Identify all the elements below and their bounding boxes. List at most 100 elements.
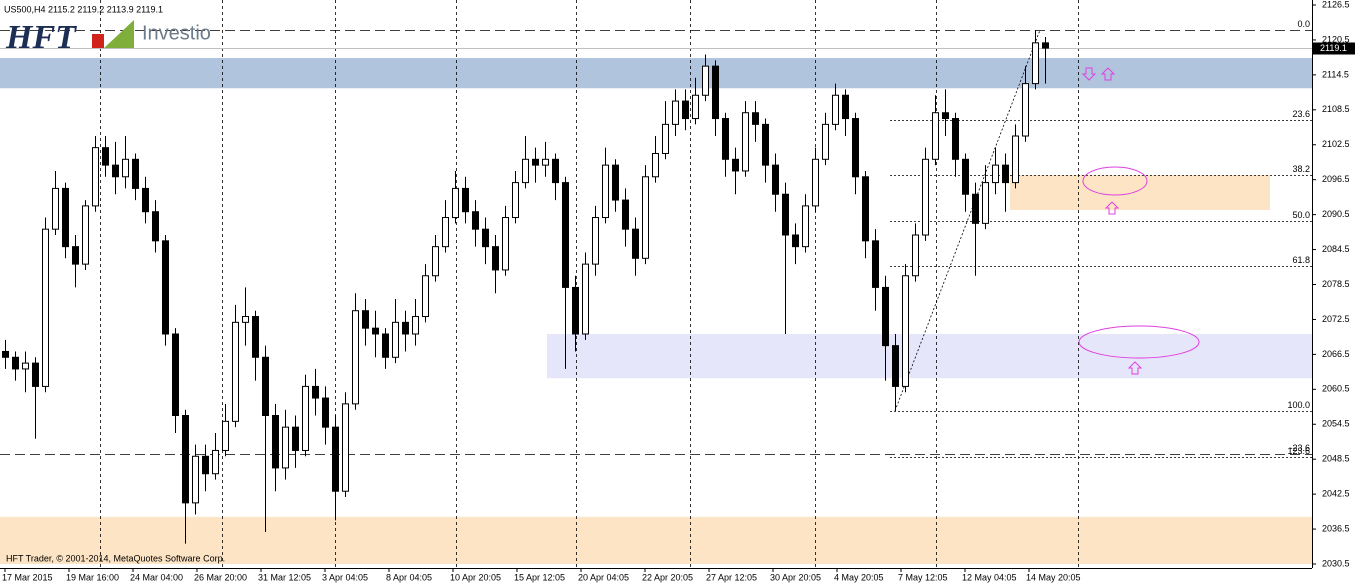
candle-body bbox=[782, 193, 789, 236]
candle-body bbox=[162, 240, 169, 335]
candle-body bbox=[602, 164, 609, 219]
candle-body bbox=[372, 327, 379, 335]
candle-body bbox=[762, 123, 769, 166]
candle-body bbox=[452, 187, 459, 219]
x-tick-label: 10 Apr 20:05 bbox=[450, 572, 501, 582]
candle-body bbox=[662, 123, 669, 154]
candle-body bbox=[512, 182, 519, 219]
y-tick-label: 2102.5 bbox=[1322, 139, 1350, 149]
y-tick-label: 2036.5 bbox=[1322, 523, 1350, 533]
candle-body bbox=[132, 158, 139, 189]
candle-body bbox=[352, 310, 359, 405]
annotations bbox=[1078, 67, 1200, 375]
candle-body bbox=[802, 205, 809, 248]
candle-body bbox=[412, 316, 419, 335]
candle-body bbox=[532, 158, 539, 166]
candle-body bbox=[592, 217, 599, 265]
candle-body bbox=[432, 246, 439, 277]
candle-body bbox=[972, 193, 979, 224]
y-tick-label: 2126.5 bbox=[1322, 0, 1350, 9]
candle-body bbox=[852, 118, 859, 178]
candle-body bbox=[812, 158, 819, 207]
candle-body bbox=[562, 182, 569, 288]
y-tick-label: 2042.5 bbox=[1322, 489, 1350, 499]
candle-body bbox=[332, 426, 339, 492]
candle-body bbox=[12, 356, 19, 370]
x-tick-label: 30 Apr 20:05 bbox=[770, 572, 821, 582]
candle-body bbox=[822, 123, 829, 160]
x-tick-label: 20 Apr 04:05 bbox=[578, 572, 629, 582]
candle-body bbox=[992, 164, 999, 184]
x-tick-label: 26 Mar 20:00 bbox=[194, 572, 247, 582]
y-tick-label: 2054.5 bbox=[1322, 419, 1350, 429]
logo-brand: HFT bbox=[5, 19, 77, 56]
zone bbox=[1010, 175, 1270, 210]
level-label: 38.2 bbox=[1292, 164, 1310, 174]
candle-body bbox=[582, 263, 589, 335]
arrow-up bbox=[1127, 361, 1143, 375]
candle-body bbox=[22, 362, 29, 370]
candle-body bbox=[72, 246, 79, 265]
candle-body bbox=[282, 426, 289, 469]
candle-body bbox=[182, 415, 189, 504]
candle-body bbox=[62, 187, 69, 248]
candle-body bbox=[402, 321, 409, 335]
chart-title: US500,H4 2115.2 2119.2 2113.9 2119.1 bbox=[4, 4, 163, 14]
candle-body bbox=[1042, 42, 1049, 49]
candle-body bbox=[222, 420, 229, 451]
candle-body bbox=[732, 158, 739, 172]
candle-body bbox=[252, 316, 259, 358]
arrow-up bbox=[1104, 201, 1120, 215]
y-tick-label: 2108.5 bbox=[1322, 104, 1350, 114]
level-label: -23.6 bbox=[1289, 443, 1310, 453]
x-tick-label: 4 May 20:05 bbox=[834, 572, 884, 582]
x-tick-label: 7 May 12:05 bbox=[898, 572, 948, 582]
candle-body bbox=[392, 321, 399, 358]
candle-body bbox=[1012, 135, 1019, 184]
candle-body bbox=[912, 234, 919, 277]
candle-body bbox=[292, 426, 299, 451]
candle-body bbox=[462, 187, 469, 213]
candle-body bbox=[932, 112, 939, 160]
zone bbox=[0, 516, 1312, 564]
y-tick-label: 2072.5 bbox=[1322, 314, 1350, 324]
candle-body bbox=[202, 455, 209, 475]
y-tick-label: 2078.5 bbox=[1322, 279, 1350, 289]
candle-body bbox=[572, 286, 579, 335]
candle-body bbox=[192, 455, 199, 504]
candle-body bbox=[842, 94, 849, 120]
candles bbox=[2, 30, 1049, 544]
candle-body bbox=[902, 275, 909, 387]
arrow-up bbox=[1100, 67, 1116, 81]
candle-body bbox=[942, 112, 949, 120]
candle-body bbox=[272, 415, 279, 469]
candle-body bbox=[112, 164, 119, 178]
candle-body bbox=[982, 182, 989, 224]
level-label: 123.6 bbox=[1287, 446, 1310, 456]
zone bbox=[0, 57, 1312, 89]
candle-body bbox=[752, 112, 759, 125]
candle-body bbox=[892, 345, 899, 387]
ellipse bbox=[1082, 166, 1148, 196]
copyright: HFT Trader, © 2001-2014, MetaQuotes Soft… bbox=[6, 553, 225, 563]
candle-body bbox=[872, 240, 879, 288]
candle-body bbox=[522, 158, 529, 184]
candle-body bbox=[342, 403, 349, 492]
last-price-box bbox=[1313, 42, 1355, 55]
candle-body bbox=[652, 152, 659, 178]
logo-name: Investio bbox=[142, 22, 211, 44]
candle-body bbox=[642, 176, 649, 259]
candle-body bbox=[262, 356, 269, 417]
candle-body bbox=[382, 333, 389, 358]
candle-body bbox=[832, 94, 839, 125]
candle-body bbox=[52, 187, 59, 230]
x-tick-label: 27 Apr 12:05 bbox=[706, 572, 757, 582]
candle-body bbox=[422, 275, 429, 318]
candle-body bbox=[542, 158, 549, 166]
level-label: 61.8 bbox=[1292, 255, 1310, 265]
ellipse bbox=[1078, 325, 1200, 359]
candle-body bbox=[122, 158, 129, 178]
logo: HFT Investio bbox=[5, 19, 211, 56]
